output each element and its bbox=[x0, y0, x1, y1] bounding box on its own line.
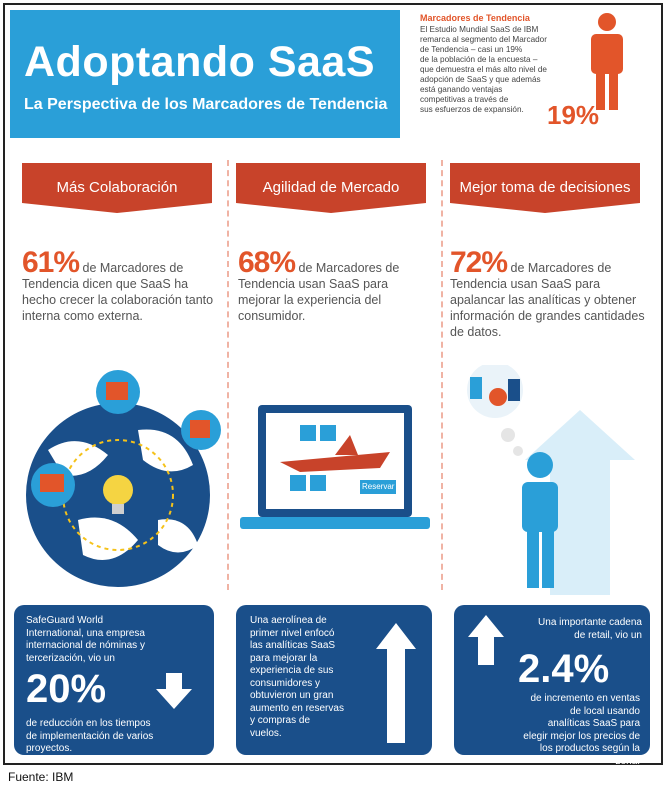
stat-agilidad: 68% de Marcadores de Tendencia usan SaaS… bbox=[238, 248, 433, 324]
card-line: de reducción en los tiempos bbox=[26, 718, 151, 729]
banner-label: Más Colaboración bbox=[56, 179, 178, 196]
card-line: las analíticas SaaS bbox=[250, 640, 336, 651]
intro-line: El Estudio Mundial SaaS de IBM bbox=[420, 25, 539, 34]
card-line: consumidores y bbox=[250, 677, 321, 689]
card-line: de local usando bbox=[569, 705, 640, 717]
card-line: proyectos. bbox=[26, 743, 73, 754]
stat-percent: 68% bbox=[238, 246, 296, 279]
card-line: de incremento en ventas bbox=[530, 693, 640, 704]
intro-line: de Tendencia – casi un 19% bbox=[420, 45, 523, 54]
stat-decisiones: 72% de Marcadores de Tendencia usan SaaS… bbox=[450, 248, 645, 340]
card-line: internacional de nóminas y bbox=[26, 640, 145, 651]
person-icon bbox=[591, 13, 623, 110]
page-subtitle: La Perspectiva de los Marcadores de Tend… bbox=[24, 96, 388, 113]
card-line: aumento en reservas bbox=[250, 702, 344, 714]
stat-text: de Marcadores de Tendencia dicen que Saa… bbox=[22, 261, 214, 323]
card-big-percent: 2.4% bbox=[518, 647, 610, 691]
card-line: de implementación de varios bbox=[26, 730, 154, 742]
card-line: experiencia de sus bbox=[250, 665, 334, 676]
stat-percent: 61% bbox=[22, 246, 80, 279]
intro-line: sus esfuerzos de expansión. bbox=[420, 105, 524, 114]
column-divider bbox=[441, 160, 443, 590]
banner-agilidad: Agilidad de Mercado bbox=[236, 163, 426, 213]
arrow-down-icon bbox=[156, 673, 192, 709]
card-line: International, una empresa bbox=[26, 627, 145, 639]
intro-line: de la población de la encuesta – bbox=[420, 55, 538, 64]
intro-heading: Marcadores de Tendencia bbox=[420, 13, 530, 23]
card-big-percent: 20% bbox=[26, 667, 107, 711]
case-card-retail: Una importante cadena de retail, vio un … bbox=[454, 605, 650, 767]
intro-line: remarca al segmento del Marcador bbox=[420, 35, 547, 44]
card-line: para mejorar la bbox=[250, 652, 318, 664]
title-banner: Adoptando SaaS La Perspectiva de los Mar… bbox=[10, 10, 400, 138]
intro-percent: 19% bbox=[547, 100, 600, 130]
intro-line: competitivas a través de bbox=[420, 95, 509, 104]
stat-text: de Marcadores de Tendencia usan SaaS par… bbox=[238, 261, 400, 323]
stat-percent: 72% bbox=[450, 246, 508, 279]
card-line: obtuvieron un gran bbox=[250, 690, 334, 701]
banner-decisiones: Mejor toma de decisiones bbox=[450, 163, 640, 213]
card-line: de retail, vio un bbox=[574, 629, 642, 641]
page-title: Adoptando SaaS bbox=[24, 38, 376, 86]
stat-text: de Marcadores de Tendencia usan SaaS par… bbox=[450, 261, 645, 339]
source-credit: Fuente: IBM bbox=[8, 770, 74, 784]
banner-label: Agilidad de Mercado bbox=[262, 179, 400, 196]
intro-text: El Estudio Mundial SaaS de IBM remarca a… bbox=[420, 25, 570, 115]
arrow-up-icon bbox=[376, 623, 416, 743]
card-line: SafeGuard World bbox=[26, 615, 104, 626]
card-line: Una importante cadena bbox=[538, 617, 642, 628]
card-line: elegir mejor los precios de bbox=[523, 730, 640, 742]
card-line: zona. bbox=[615, 755, 640, 767]
card-line: los productos según la bbox=[539, 743, 640, 754]
banner-label: Mejor toma de decisiones bbox=[459, 179, 631, 196]
intro-line: está ganando ventajas bbox=[420, 85, 503, 94]
card-line: tercerización, vio un bbox=[26, 652, 115, 664]
card-line: primer nivel enfocó bbox=[250, 627, 335, 639]
case-card-aerolinea: Una aerolínea de primer nivel enfocó las… bbox=[236, 605, 432, 755]
banner-colaboracion: Más Colaboración bbox=[22, 163, 212, 213]
case-card-safeguard: SafeGuard World International, una empre… bbox=[14, 605, 214, 755]
globe-illustration bbox=[26, 370, 221, 587]
arrow-up-icon bbox=[468, 615, 504, 665]
card-line: analíticas SaaS para bbox=[547, 718, 640, 729]
stat-colaboracion: 61% de Marcadores de Tendencia dicen que… bbox=[22, 248, 217, 324]
intro-line: adopción de SaaS y que además bbox=[420, 75, 541, 84]
reservar-button: Reservar bbox=[362, 482, 395, 491]
card-line: y compras de bbox=[250, 715, 311, 726]
laptop-illustration bbox=[240, 405, 430, 529]
card-line: Una aerolínea de bbox=[250, 615, 327, 626]
column-divider bbox=[227, 160, 229, 590]
card-line: vuelos. bbox=[250, 727, 282, 739]
intro-line: que demuestra el más alto nivel de bbox=[420, 65, 547, 74]
thinking-person-illustration bbox=[467, 365, 635, 595]
